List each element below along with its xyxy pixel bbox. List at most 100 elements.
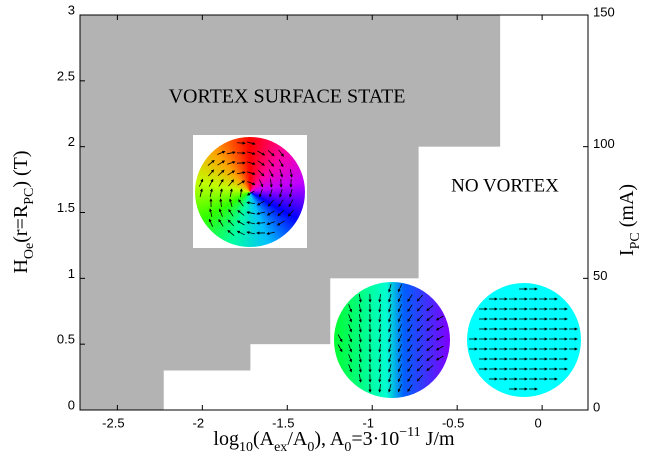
moment-arrow xyxy=(209,208,213,217)
moment-arrow xyxy=(407,324,413,333)
moment-arrow xyxy=(217,160,226,166)
moment-arrow xyxy=(358,303,362,313)
moment-arrow xyxy=(348,344,353,353)
moment-arrow xyxy=(397,374,403,383)
y-tick-label: 1 xyxy=(68,266,75,281)
moment-arrow xyxy=(267,149,275,157)
moment-arrow xyxy=(407,384,413,393)
moment-arrow xyxy=(426,315,434,322)
vortex-images xyxy=(193,135,581,398)
x-axis-label-part: ), A xyxy=(314,428,345,450)
y-axis-label-part: Oe xyxy=(22,243,37,259)
y-tick-label: 1.5 xyxy=(57,200,75,215)
x-axis-label-part: −11 xyxy=(399,425,420,440)
y-tick-label: 0 xyxy=(68,397,75,412)
moment-arrow xyxy=(289,189,293,198)
moment-arrow xyxy=(218,208,223,217)
moment-arrow xyxy=(358,353,362,363)
x-axis-label-part: /A xyxy=(287,428,308,450)
moment-arrow xyxy=(348,354,353,363)
moment-arrow xyxy=(266,221,275,226)
moment-arrow xyxy=(348,314,353,323)
moment-arrow xyxy=(228,208,234,217)
moment-arrow xyxy=(416,354,423,362)
moment-arrow xyxy=(378,373,382,383)
moment-arrow xyxy=(348,324,353,333)
moment-arrow xyxy=(217,169,225,176)
moment-arrow xyxy=(397,364,403,373)
x-axis-label-part: J/m xyxy=(421,428,455,450)
moment-arrow xyxy=(348,304,353,313)
moment-arrow xyxy=(416,344,423,352)
moment-arrow xyxy=(348,364,353,373)
moment-arrow xyxy=(426,325,434,332)
moment-arrow xyxy=(378,303,382,313)
x-axis-label-part: =3·10 xyxy=(351,428,399,450)
moment-arrow xyxy=(416,374,423,382)
moment-arrow xyxy=(388,304,392,313)
moment-arrow xyxy=(247,171,256,176)
moment-arrow xyxy=(257,150,266,156)
moment-arrow xyxy=(256,221,266,225)
moment-arrow xyxy=(378,383,382,393)
moment-arrow xyxy=(236,141,246,145)
moment-arrow xyxy=(388,354,392,363)
y2-axis-label-part: PC xyxy=(628,232,643,249)
y-axis-label-part: H xyxy=(10,259,32,273)
x-axis-label-part: 10 xyxy=(239,440,253,455)
moment-arrow xyxy=(407,294,413,303)
moment-arrow xyxy=(416,364,423,372)
annotation: NO VORTEX xyxy=(451,175,559,196)
moment-arrow xyxy=(199,188,203,197)
moment-arrow xyxy=(378,353,382,363)
x-axis-label: log10(Aex/A0), A0=3·10−11 J/m xyxy=(213,425,455,455)
moment-arrow xyxy=(269,189,273,198)
phase-region xyxy=(418,15,501,147)
moment-arrow xyxy=(208,218,214,227)
moment-arrow xyxy=(278,159,284,168)
moment-arrow xyxy=(268,169,274,178)
moment-arrow xyxy=(236,171,246,175)
moment-arrow xyxy=(246,231,255,235)
moment-arrow xyxy=(358,343,362,353)
moment-arrow xyxy=(258,189,263,198)
moment-arrow xyxy=(358,313,362,323)
moment-arrow xyxy=(397,284,403,293)
moment-arrow xyxy=(388,284,392,293)
moment-arrow xyxy=(397,334,403,343)
moment-arrow xyxy=(388,384,392,393)
moment-arrow xyxy=(208,178,214,187)
disc-fill xyxy=(195,137,305,247)
moment-arrow xyxy=(388,294,392,303)
moment-arrow xyxy=(426,355,434,362)
moment-arrow xyxy=(246,211,255,215)
moment-arrow xyxy=(358,323,362,333)
moment-arrow xyxy=(247,151,256,155)
moment-arrow xyxy=(426,305,434,312)
moment-arrow xyxy=(416,294,423,302)
moment-arrow xyxy=(416,324,423,332)
moment-arrow xyxy=(228,179,235,187)
x-tick-label: 0 xyxy=(535,415,542,430)
moment-arrow xyxy=(267,199,274,207)
y-axis-label-part: (r=R xyxy=(10,204,32,243)
moment-arrow xyxy=(256,200,265,206)
moment-arrow xyxy=(219,188,223,197)
phase-region xyxy=(329,15,419,279)
moment-arrow xyxy=(229,188,233,198)
moment-arrow xyxy=(358,333,362,343)
moment-arrow xyxy=(358,293,362,303)
moment-arrow xyxy=(237,180,246,186)
annotation: VORTEX SURFACE STATE xyxy=(169,86,406,108)
y-axis-label-part: PC xyxy=(22,188,37,205)
moment-arrow xyxy=(378,343,382,353)
moment-arrow xyxy=(219,198,223,208)
moment-arrow xyxy=(407,314,413,323)
c-state-disc xyxy=(334,282,450,398)
moment-arrow xyxy=(416,304,423,312)
moment-arrow xyxy=(247,161,256,165)
moment-arrow xyxy=(407,374,413,383)
x-tick-label: -2.5 xyxy=(102,415,124,430)
moment-arrow xyxy=(229,198,233,207)
